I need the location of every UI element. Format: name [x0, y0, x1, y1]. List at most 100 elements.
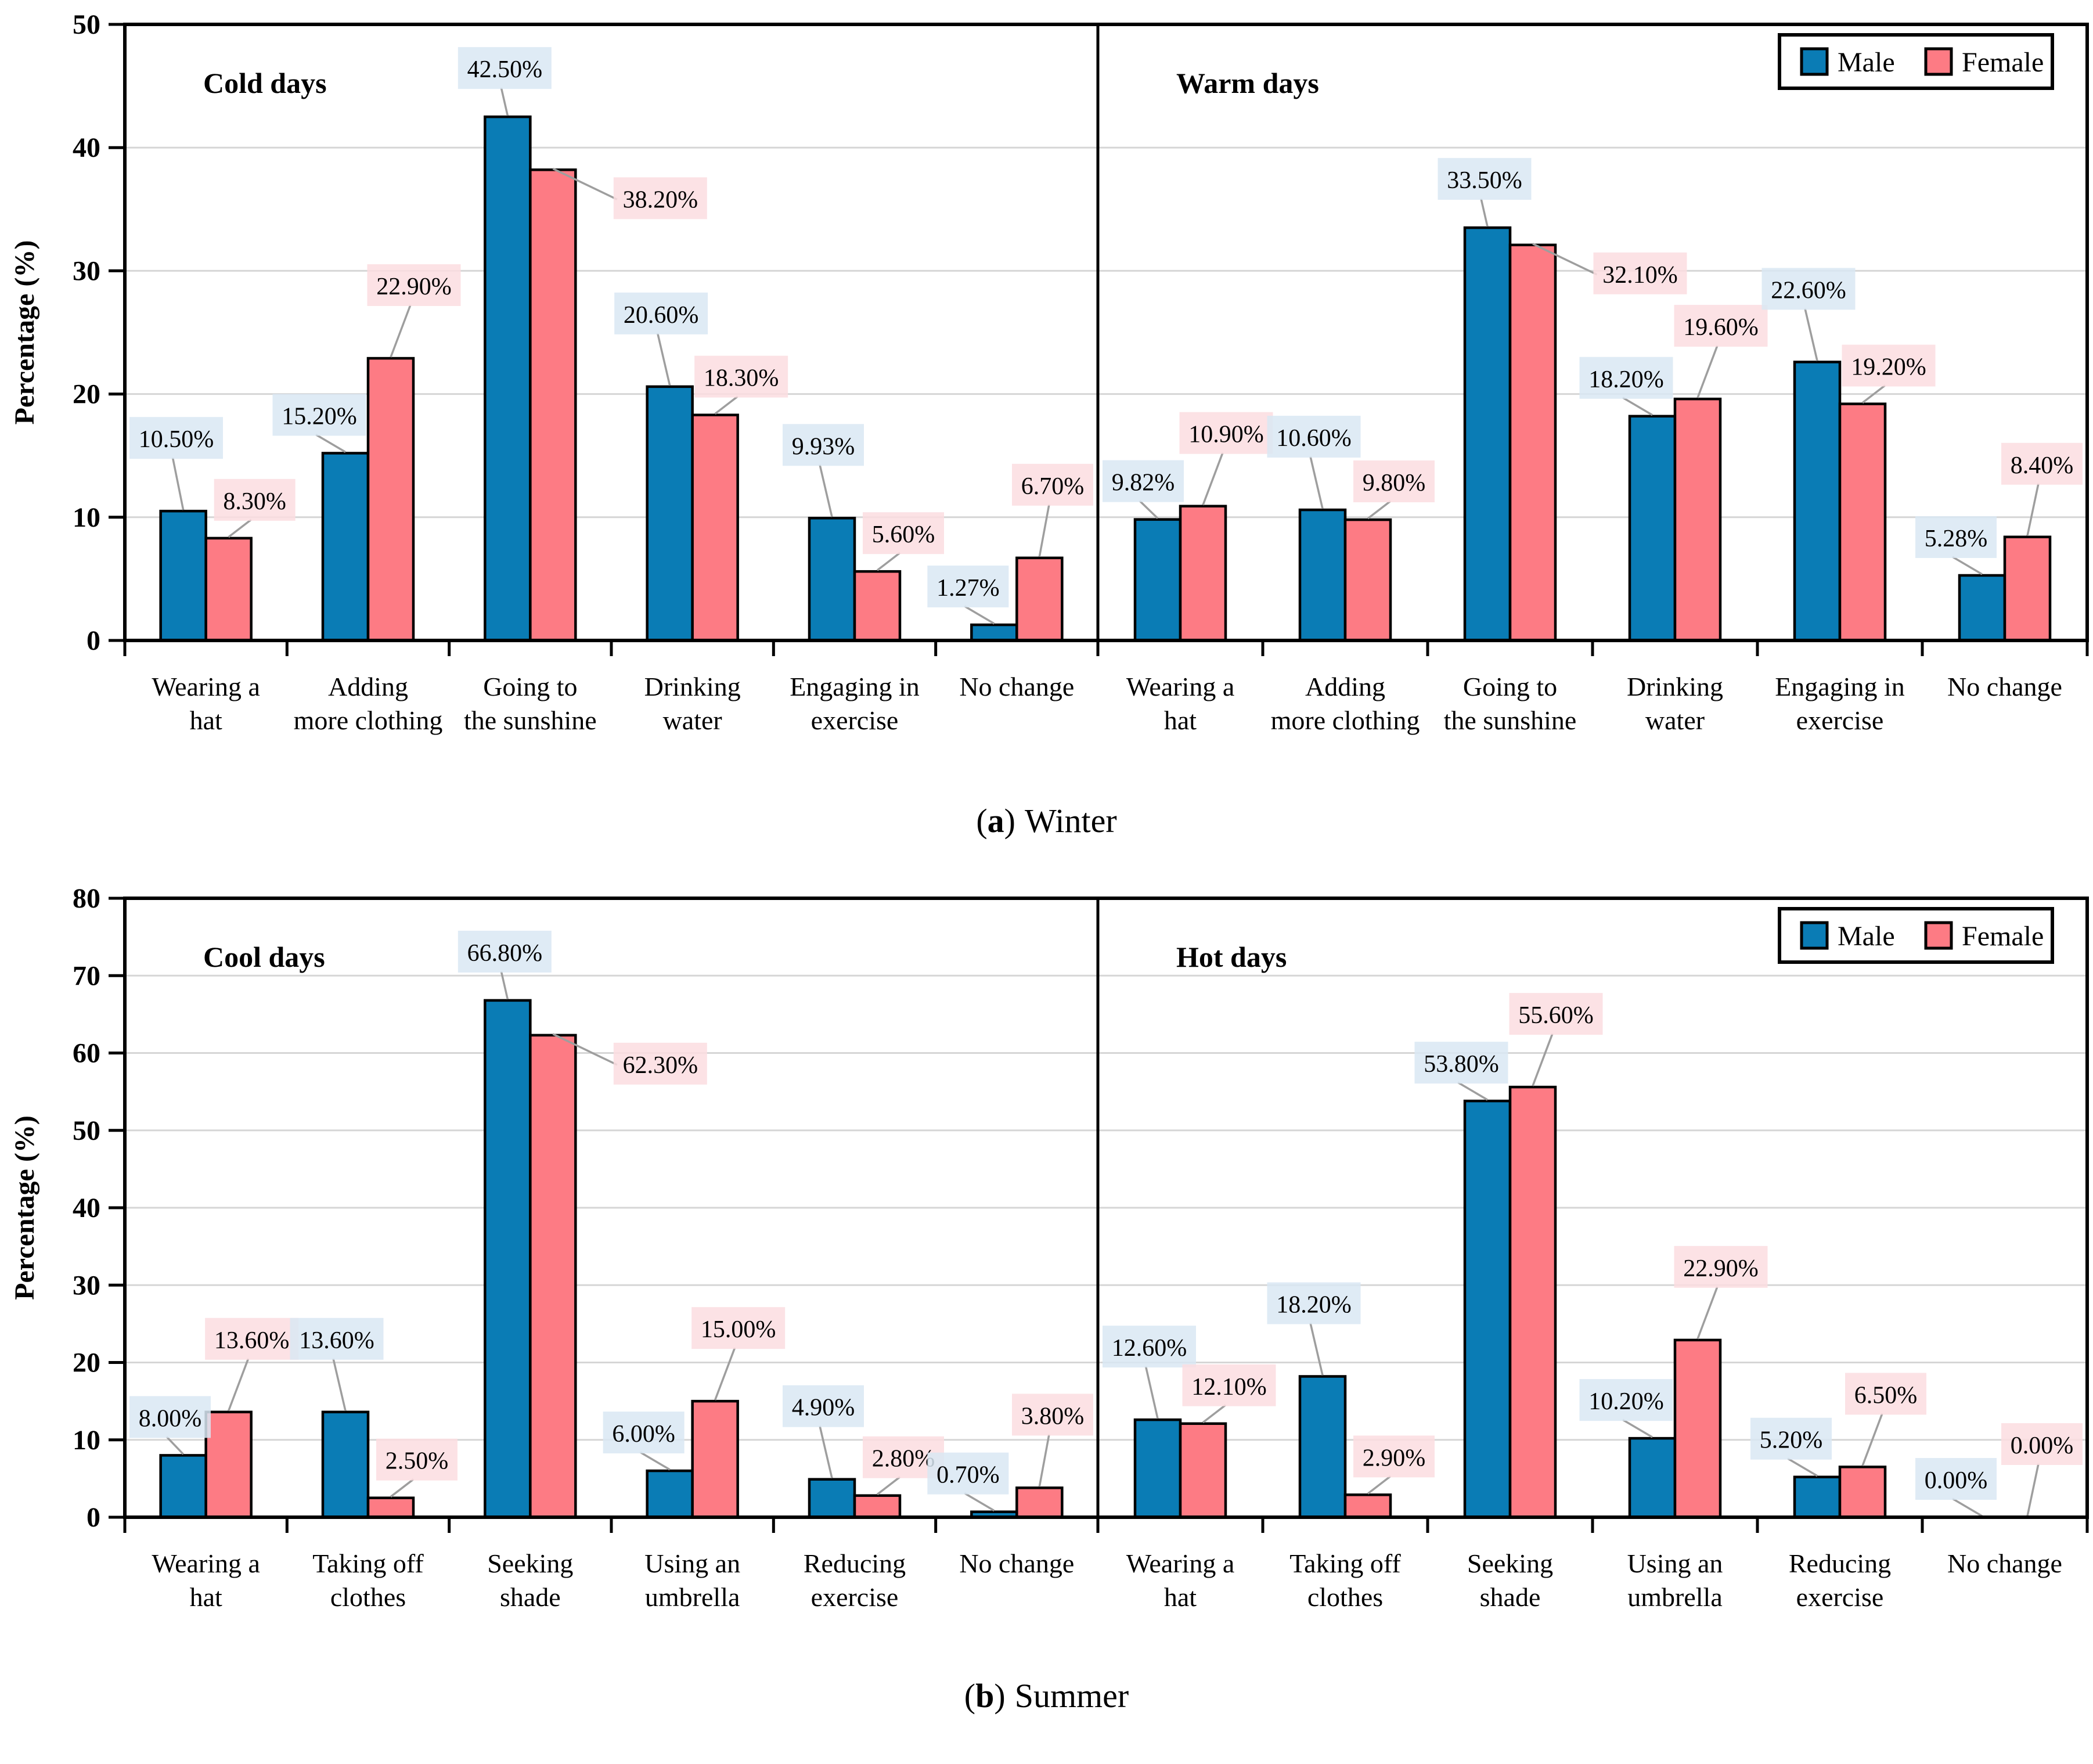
leader-line-female: [1367, 500, 1392, 520]
category-group-warm-days-5: 5.28% 8.40%: [1915, 442, 2083, 642]
male-value-label-bg: [1103, 460, 1184, 502]
leader-line-male: [656, 333, 671, 386]
female-value-label: 9.80%: [1363, 470, 1426, 496]
x-category-label: Engaging in: [790, 672, 920, 701]
female-value-label: 6.50%: [1854, 1382, 1918, 1409]
legend-female-label: Female: [1962, 921, 2044, 952]
x-category-label: hat: [190, 1582, 222, 1612]
female-value-label: 3.80%: [1021, 1403, 1085, 1430]
category-group-warm-days-2: 33.50% 32.10%: [1438, 158, 1687, 642]
x-category-label: hat: [190, 705, 222, 735]
x-category-label: exercise: [811, 705, 899, 735]
female-value-label-bg: [1674, 1245, 1768, 1288]
female-value-label: 13.60%: [214, 1327, 290, 1354]
panel-title: Cold days: [203, 67, 327, 99]
y-tick-label: 30: [73, 1270, 100, 1301]
legend-box: [1778, 33, 2054, 90]
male-bar: [808, 517, 856, 642]
male-value-label-bg: [290, 1317, 384, 1360]
x-category-label: water: [663, 705, 722, 735]
x-category-label: Using an: [644, 1549, 740, 1578]
category-group-hot-days-2: 53.80% 55.60%: [1414, 993, 1603, 1519]
male-value-label-bg: [603, 1412, 685, 1454]
caption-season: Winter: [1024, 802, 1117, 840]
female-value-label-bg: [613, 1042, 707, 1085]
leader-line-female: [390, 304, 412, 358]
female-value-label-bg: [863, 512, 944, 555]
category-group-cold-days-3: 20.60% 18.30%: [614, 292, 788, 642]
legend-male-swatch: [1800, 47, 1829, 76]
female-value-label-bg: [367, 264, 461, 307]
male-bar: [1133, 1418, 1182, 1519]
category-group-cold-days-4: 9.93% 5.60%: [783, 424, 944, 642]
female-value-label-bg: [694, 355, 788, 398]
y-tick-label: 40: [73, 1193, 100, 1223]
male-bar: [321, 452, 370, 642]
x-category-label: Wearing a: [152, 1549, 260, 1578]
leader-line-female: [714, 395, 739, 415]
female-value-label: 18.30%: [704, 365, 779, 392]
x-category-label: Wearing a: [1126, 672, 1235, 701]
category-group-cool-days-3: 6.00% 15.00%: [603, 1307, 786, 1519]
male-value-label-bg: [1915, 516, 1997, 558]
caption-paren-close: ): [1004, 802, 1015, 840]
summer-chart: 0 10 20 30 40 50 60 70 80 Percentage (%) Cool days…: [9, 887, 2089, 1612]
male-value-label: 4.90%: [792, 1395, 855, 1421]
leader-line-male: [819, 1425, 833, 1479]
male-bar: [1463, 1099, 1512, 1519]
leader-line-male: [165, 1436, 184, 1455]
leader-line-male: [171, 457, 185, 510]
y-tick-label: 10: [73, 502, 100, 533]
leader-line-male: [332, 1358, 347, 1412]
female-value-label: 55.60%: [1518, 1002, 1594, 1029]
x-category-label: more clothing: [294, 705, 443, 735]
leader-line-female: [228, 519, 252, 538]
y-tick-label: 80: [73, 887, 100, 914]
plot-border: [123, 23, 2089, 642]
category-group-cold-days-2: 42.50% 38.20%: [457, 47, 707, 642]
leader-line-male: [1309, 1323, 1324, 1376]
y-tick-label: 20: [73, 379, 100, 410]
winter-chart: 0 10 20 30 40 50 Percentage (%) Cold days 10.50%…: [9, 9, 2089, 735]
leader-line-male: [500, 87, 509, 116]
male-value-label-bg: [129, 1396, 211, 1438]
female-value-label: 8.40%: [2011, 452, 2074, 479]
male-bar: [970, 623, 1018, 642]
x-category-label: water: [1645, 705, 1705, 735]
female-value-label-bg: [1509, 993, 1603, 1035]
x-category-label: exercise: [1796, 705, 1884, 735]
category-group-cool-days-1: 13.60% 2.50%: [290, 1317, 457, 1519]
x-category-label: Adding: [1305, 672, 1385, 701]
female-value-label-bg: [2001, 1423, 2083, 1465]
female-value-label-bg: [613, 177, 707, 219]
male-value-label: 1.27%: [936, 575, 1000, 602]
caption-letter: b: [975, 1677, 995, 1715]
male-value-label-bg: [457, 47, 552, 89]
x-category-label: Seeking: [1467, 1549, 1553, 1578]
legend-female-swatch: [1924, 47, 1953, 76]
caption-paren-open: (: [964, 1677, 976, 1715]
x-category-label: umbrella: [645, 1582, 740, 1612]
female-value-label: 19.60%: [1683, 314, 1759, 341]
female-value-label-bg: [205, 1317, 299, 1360]
female-bar: [1015, 556, 1064, 642]
leader-line-female: [228, 1358, 250, 1412]
x-category-label: Taking off: [1289, 1549, 1401, 1578]
x-category-label: clothes: [330, 1582, 406, 1612]
x-category-label: Using an: [1627, 1549, 1723, 1578]
leader-line-male: [1622, 397, 1653, 416]
female-bar: [366, 1496, 415, 1519]
male-value-label-bg: [1579, 357, 1673, 399]
male-bar: [1793, 361, 1842, 642]
caption-paren-close: ): [994, 1677, 1006, 1715]
female-value-label: 32.10%: [1602, 262, 1678, 289]
male-value-label: 15.20%: [282, 403, 357, 430]
x-category-label: the sunshine: [464, 705, 597, 735]
legend-male-label: Male: [1838, 47, 1895, 78]
x-category-label: exercise: [1796, 1582, 1884, 1612]
male-bar: [1793, 1475, 1842, 1519]
female-value-label-bg: [1674, 305, 1768, 347]
male-value-label-bg: [1414, 1042, 1508, 1084]
leader-line-female: [1038, 504, 1050, 557]
caption-paren-open: (: [976, 802, 988, 840]
